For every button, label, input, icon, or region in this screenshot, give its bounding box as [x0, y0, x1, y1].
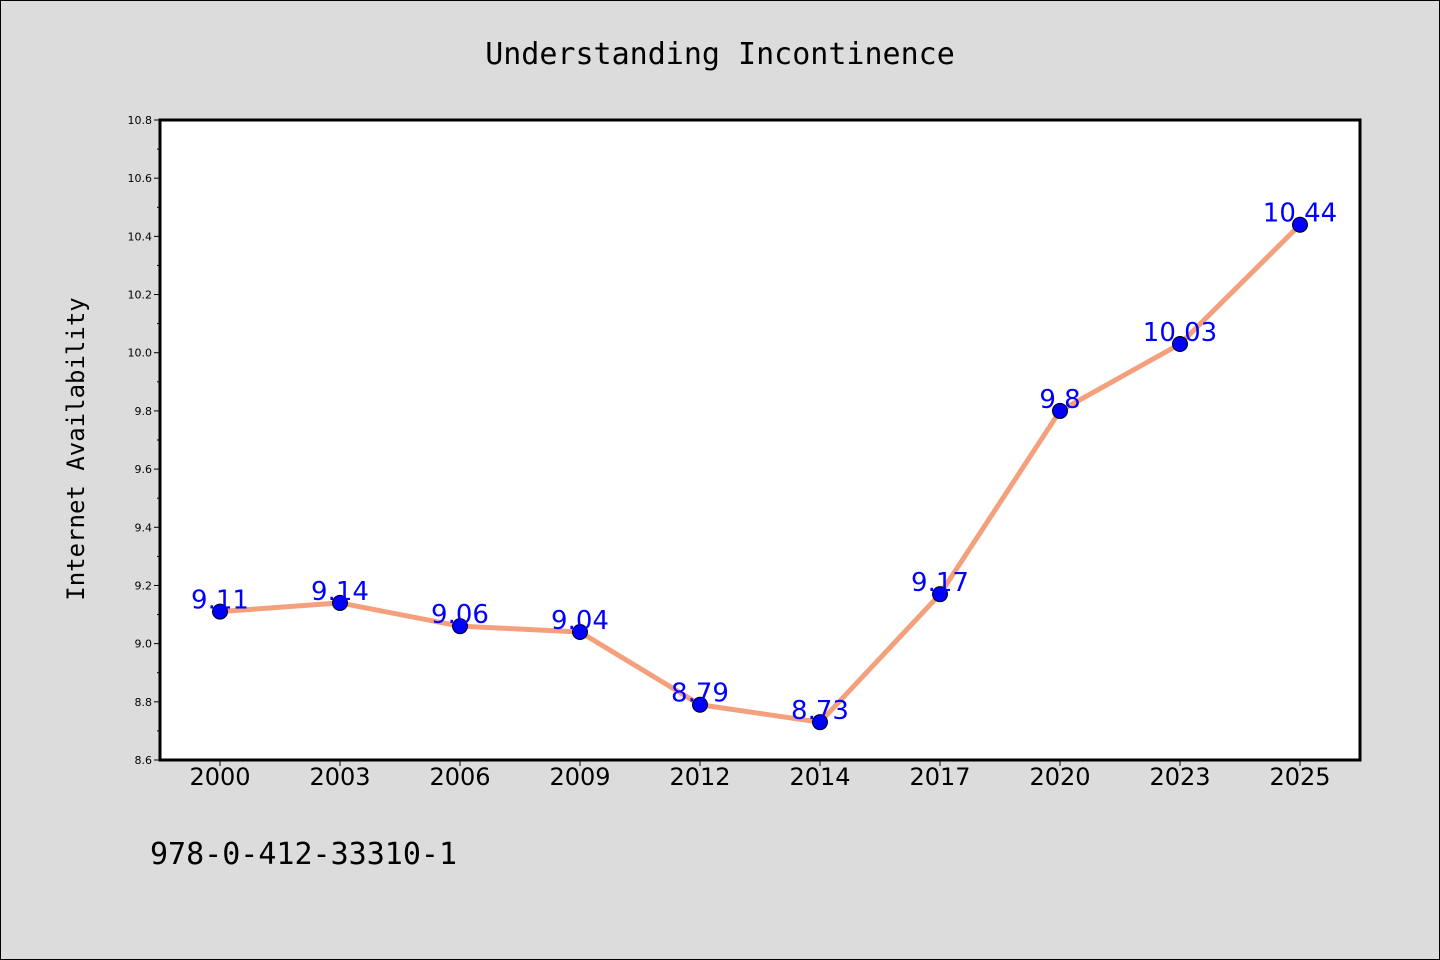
x-tick-label: 2003: [309, 763, 370, 791]
data-label: 9.17: [911, 568, 969, 598]
data-labels: 9.11 9.14 9.06 9.04 8.79 8.73 9.17 9.8 10.03 10.4…: [191, 199, 1337, 726]
data-point: [692, 696, 708, 713]
y-tick-label: 9.4: [135, 521, 153, 534]
data-label: 9.06: [431, 600, 489, 630]
y-tick-label: 8.8: [135, 696, 153, 709]
x-axis: 2000 2003 2006 2009 2012 2014 2017 2020 2023 2025: [189, 760, 1331, 791]
y-tick-label: 9.6: [135, 463, 153, 476]
data-label: 8.79: [671, 679, 729, 709]
y-tick-label: 10.0: [128, 347, 153, 360]
x-tick-label: 2006: [429, 763, 490, 791]
chart-title: Understanding Incontinence: [485, 37, 955, 72]
y-tick-label: 10.6: [128, 172, 153, 185]
data-label: 9.14: [311, 577, 369, 607]
data-point: [452, 618, 468, 635]
data-label: 8.73: [791, 696, 849, 726]
y-tick-label: 10.8: [128, 114, 153, 127]
data-label: 9.04: [551, 606, 609, 636]
data-point: [1172, 336, 1188, 352]
x-tick-label: 2023: [1149, 763, 1210, 791]
isbn-text: 978-0-412-33310-1: [150, 837, 457, 872]
series-line-group: [217, 222, 1303, 725]
data-label: 10.03: [1143, 318, 1217, 348]
data-point: [932, 586, 948, 603]
data-point: [1292, 216, 1308, 233]
data-point: [812, 714, 828, 731]
data-label: 10.44: [1263, 199, 1337, 229]
data-point: [572, 624, 588, 640]
data-label: 9.8: [1039, 385, 1080, 415]
data-label: 9.11: [191, 586, 249, 616]
y-axis: 8.6 8.8 9.0 9.2 9.4 9.6 9.8 10.0 10.2 10.4 10.6 10.…: [128, 114, 160, 767]
plot-area: [158, 118, 1362, 762]
x-tick-label: 2014: [789, 763, 850, 791]
data-point: [1052, 402, 1068, 419]
data-point: [212, 603, 228, 620]
x-tick-label: 2012: [669, 763, 730, 791]
x-tick-label: 2000: [189, 763, 250, 791]
y-tick-label: 9.8: [135, 405, 153, 418]
x-tick-label: 2025: [1269, 763, 1330, 791]
x-tick-label: 2020: [1029, 763, 1090, 791]
x-tick-label: 2017: [909, 763, 970, 791]
y-tick-label: 10.4: [128, 230, 153, 243]
series-line: [217, 222, 1303, 725]
x-tick-label: 2009: [549, 763, 610, 791]
y-tick-label: 9.0: [135, 638, 153, 651]
y-tick-label: 8.6: [135, 754, 153, 767]
y-tick-label: 10.2: [128, 289, 153, 302]
series-markers: [212, 216, 1308, 731]
y-axis-label: Internet Availability: [62, 297, 90, 600]
y-tick-label: 9.2: [135, 579, 153, 592]
data-point: [332, 594, 348, 611]
